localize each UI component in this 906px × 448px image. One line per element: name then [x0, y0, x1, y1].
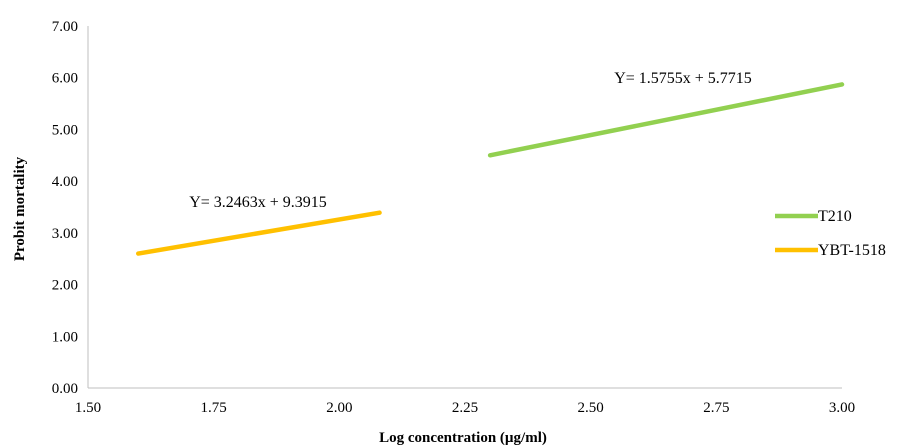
legend-item: T210 [775, 208, 852, 225]
y-tick-label: 0.00 [52, 381, 78, 397]
y-tick-label: 1.00 [52, 329, 78, 345]
y-tick-label: 4.00 [52, 174, 78, 190]
x-tick-labels: 1.50 1.75 2.00 2.25 2.50 2.75 3.00 [75, 400, 855, 416]
y-tick-label: 2.00 [52, 278, 78, 294]
legend-label: T210 [818, 208, 852, 225]
plot-area: 1.50 1.75 2.00 2.25 2.50 2.75 3.00 0.00 1.00 2.0… [52, 19, 855, 416]
y-tick-label: 3.00 [52, 226, 78, 242]
equation-label: Y= 3.2463x + 9.3915 [189, 194, 327, 211]
y-tick-label: 7.00 [52, 19, 78, 35]
x-tick-label: 3.00 [829, 400, 855, 416]
series-line-t210 [487, 82, 845, 158]
legend-label: YBT-1518 [818, 242, 886, 259]
y-tick-label: 5.00 [52, 122, 78, 138]
x-axis-title: Log concentration (µg/ml) [379, 430, 547, 446]
y-tick-label: 6.00 [52, 71, 78, 87]
x-tick-label: 1.50 [75, 400, 101, 416]
legend: T210 YBT-1518 [775, 208, 886, 259]
equation-label: Y= 1.5755x + 5.7715 [614, 70, 752, 87]
y-tick-labels: 0.00 1.00 2.00 3.00 4.00 5.00 6.00 7.00 [52, 19, 78, 397]
x-tick-label: 1.75 [201, 400, 227, 416]
x-tick-label: 2.00 [326, 400, 352, 416]
y-axis-title: Probit mortality [12, 156, 28, 261]
equation-labels: Y= 1.5755x + 5.7715 Y= 3.2463x + 9.3915 [189, 70, 752, 211]
legend-item: YBT-1518 [775, 242, 886, 259]
series-lines [136, 82, 845, 256]
x-tick-label: 2.75 [703, 400, 729, 416]
x-tick-label: 2.50 [578, 400, 604, 416]
series-line-ybt-1518 [136, 210, 382, 256]
x-tick-label: 2.25 [452, 400, 478, 416]
